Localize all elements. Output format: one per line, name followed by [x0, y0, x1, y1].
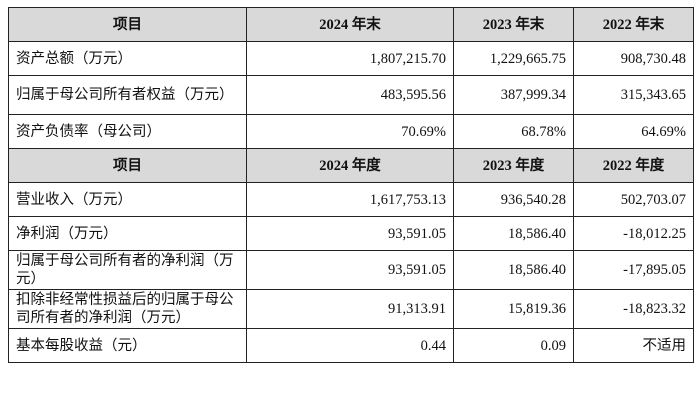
header-item: 项目: [8, 7, 247, 42]
row-label: 归属于母公司所有者权益（万元）: [8, 75, 247, 115]
value-2023: 18,586.40: [453, 250, 574, 290]
row-label: 基本每股收益（元）: [8, 328, 247, 363]
row-label: 营业收入（万元）: [8, 182, 247, 217]
table-row: 归属于母公司所有者权益（万元） 483,595.56 387,999.34 31…: [8, 75, 694, 115]
table-row: 资产总额（万元） 1,807,215.70 1,229,665.75 908,7…: [8, 41, 694, 76]
value-2024: 0.44: [246, 328, 454, 363]
header-2023: 2023 年度: [453, 148, 574, 183]
value-2024: 1,807,215.70: [246, 41, 454, 76]
value-2024: 1,617,753.13: [246, 182, 454, 217]
header-item: 项目: [8, 148, 247, 183]
value-2022: 315,343.65: [573, 75, 694, 115]
table-row: 基本每股收益（元） 0.44 0.09 不适用: [8, 328, 694, 363]
row-label: 归属于母公司所有者的净利润（万元）: [8, 250, 247, 290]
value-2023: 18,586.40: [453, 216, 574, 251]
header-row-fiscal-year: 项目 2024 年度 2023 年度 2022 年度: [8, 148, 694, 183]
value-2024: 483,595.56: [246, 75, 454, 115]
value-2023: 936,540.28: [453, 182, 574, 217]
value-2024: 93,591.05: [246, 216, 454, 251]
header-row-year-end: 项目 2024 年末 2023 年末 2022 年末: [8, 7, 694, 42]
table-row: 扣除非经常性损益后的归属于母公司所有者的净利润（万元） 91,313.91 15…: [8, 289, 694, 329]
value-2022: -17,895.05: [573, 250, 694, 290]
row-label: 资产总额（万元）: [8, 41, 247, 76]
value-2024: 70.69%: [246, 114, 454, 149]
value-2024: 91,313.91: [246, 289, 454, 329]
value-2023: 387,999.34: [453, 75, 574, 115]
value-2022: -18,823.32: [573, 289, 694, 329]
financial-data-table: 项目 2024 年末 2023 年末 2022 年末 资产总额（万元） 1,80…: [8, 7, 694, 363]
table-row: 资产负债率（母公司） 70.69% 68.78% 64.69%: [8, 114, 694, 149]
header-2022: 2022 年末: [573, 7, 694, 42]
value-2023: 15,819.36: [453, 289, 574, 329]
value-2022: 不适用: [573, 328, 694, 363]
header-2023: 2023 年末: [453, 7, 574, 42]
value-2023: 0.09: [453, 328, 574, 363]
header-2024: 2024 年度: [246, 148, 454, 183]
table-row: 营业收入（万元） 1,617,753.13 936,540.28 502,703…: [8, 182, 694, 217]
value-2022: 64.69%: [573, 114, 694, 149]
value-2024: 93,591.05: [246, 250, 454, 290]
value-2022: 502,703.07: [573, 182, 694, 217]
header-2022: 2022 年度: [573, 148, 694, 183]
value-2022: -18,012.25: [573, 216, 694, 251]
row-label: 资产负债率（母公司）: [8, 114, 247, 149]
financial-table-container: 项目 2024 年末 2023 年末 2022 年末 资产总额（万元） 1,80…: [8, 7, 694, 363]
table-row: 归属于母公司所有者的净利润（万元） 93,591.05 18,586.40 -1…: [8, 250, 694, 290]
value-2023: 1,229,665.75: [453, 41, 574, 76]
value-2022: 908,730.48: [573, 41, 694, 76]
value-2023: 68.78%: [453, 114, 574, 149]
row-label: 扣除非经常性损益后的归属于母公司所有者的净利润（万元）: [8, 289, 247, 329]
row-label: 净利润（万元）: [8, 216, 247, 251]
table-row: 净利润（万元） 93,591.05 18,586.40 -18,012.25: [8, 216, 694, 251]
header-2024: 2024 年末: [246, 7, 454, 42]
